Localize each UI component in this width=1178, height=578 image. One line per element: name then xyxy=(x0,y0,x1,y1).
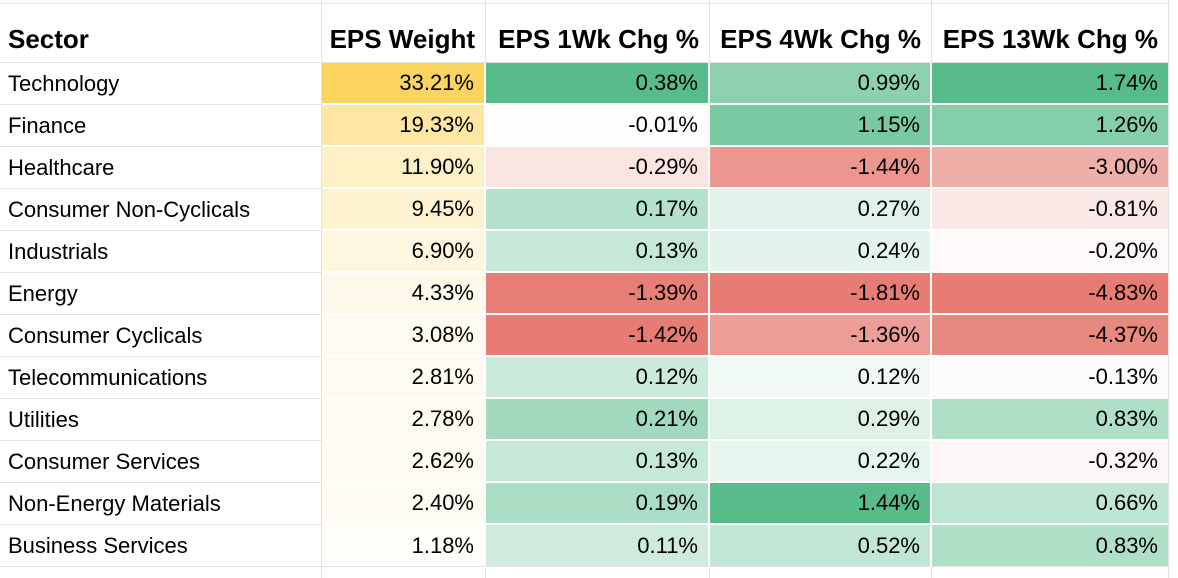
cell-eps-4wk-chg[interactable]: -1.36% xyxy=(710,315,932,357)
grid-sliver-cell xyxy=(486,567,710,578)
grid-sliver-cell xyxy=(0,567,322,578)
cell-eps-4wk-chg[interactable]: 0.24% xyxy=(710,231,932,273)
cell-eps-4wk-chg[interactable]: 1.44% xyxy=(710,483,932,525)
cell-sector[interactable]: Telecommunications xyxy=(0,357,322,399)
cell-eps-weight[interactable]: 33.21% xyxy=(322,63,486,105)
cell-sector[interactable]: Consumer Cyclicals xyxy=(0,315,322,357)
table-body: Technology 33.21% 0.38% 0.99% 1.74% Finance 19… xyxy=(0,63,1178,567)
cell-eps-weight[interactable]: 6.90% xyxy=(322,231,486,273)
grid-sliver-cell xyxy=(710,0,932,4)
cell-eps-1wk-chg[interactable]: -0.01% xyxy=(486,105,710,147)
cell-eps-weight[interactable]: 2.81% xyxy=(322,357,486,399)
cell-eps-13wk-chg[interactable]: -0.32% xyxy=(932,441,1169,483)
cell-eps-weight[interactable]: 11.90% xyxy=(322,147,486,189)
cell-eps-weight[interactable]: 1.18% xyxy=(322,525,486,567)
cell-sector[interactable]: Technology xyxy=(0,63,322,105)
column-header-eps-13wk-chg[interactable]: EPS 13Wk Chg % xyxy=(932,4,1169,63)
cell-eps-1wk-chg[interactable]: 0.13% xyxy=(486,231,710,273)
cell-eps-13wk-chg[interactable]: 1.26% xyxy=(932,105,1169,147)
cell-eps-1wk-chg[interactable]: 0.11% xyxy=(486,525,710,567)
cell-eps-1wk-chg[interactable]: 0.21% xyxy=(486,399,710,441)
cell-eps-weight[interactable]: 2.78% xyxy=(322,399,486,441)
cell-eps-13wk-chg[interactable]: -4.83% xyxy=(932,273,1169,315)
cell-eps-weight[interactable]: 3.08% xyxy=(322,315,486,357)
cell-eps-1wk-chg[interactable]: -1.42% xyxy=(486,315,710,357)
table-row: Utilities 2.78% 0.21% 0.29% 0.83% xyxy=(0,399,1178,441)
cell-eps-13wk-chg[interactable]: -0.20% xyxy=(932,231,1169,273)
table-row: Consumer Non-Cyclicals 9.45% 0.17% 0.27% -0.… xyxy=(0,189,1178,231)
grid-sliver-cell xyxy=(710,567,932,578)
grid-sliver-cell xyxy=(0,0,322,4)
cell-eps-1wk-chg[interactable]: 0.13% xyxy=(486,441,710,483)
top-row-sliver xyxy=(0,0,1178,4)
grid-sliver-cell xyxy=(322,0,486,4)
grid-sliver-cell xyxy=(932,567,1169,578)
cell-sector[interactable]: Business Services xyxy=(0,525,322,567)
cell-eps-weight[interactable]: 2.62% xyxy=(322,441,486,483)
cell-eps-4wk-chg[interactable]: 1.15% xyxy=(710,105,932,147)
table-row: Technology 33.21% 0.38% 0.99% 1.74% xyxy=(0,63,1178,105)
table-row: Business Services 1.18% 0.11% 0.52% 0.83% xyxy=(0,525,1178,567)
cell-eps-13wk-chg[interactable]: 0.83% xyxy=(932,399,1169,441)
cell-sector[interactable]: Non-Energy Materials xyxy=(0,483,322,525)
cell-sector[interactable]: Finance xyxy=(0,105,322,147)
cell-eps-4wk-chg[interactable]: 0.12% xyxy=(710,357,932,399)
cell-eps-13wk-chg[interactable]: 1.74% xyxy=(932,63,1169,105)
cell-eps-weight[interactable]: 2.40% xyxy=(322,483,486,525)
cell-sector[interactable]: Utilities xyxy=(0,399,322,441)
cell-eps-4wk-chg[interactable]: -1.81% xyxy=(710,273,932,315)
grid-sliver-cell xyxy=(322,567,486,578)
cell-eps-4wk-chg[interactable]: 0.99% xyxy=(710,63,932,105)
table-row: Industrials 6.90% 0.13% 0.24% -0.20% xyxy=(0,231,1178,273)
cell-eps-13wk-chg[interactable]: 0.66% xyxy=(932,483,1169,525)
table-row: Telecommunications 2.81% 0.12% 0.12% -0.13% xyxy=(0,357,1178,399)
cell-eps-4wk-chg[interactable]: -1.44% xyxy=(710,147,932,189)
cell-eps-13wk-chg[interactable]: 0.83% xyxy=(932,525,1169,567)
column-header-eps-weight[interactable]: EPS Weight xyxy=(322,4,486,63)
table-row: Consumer Cyclicals 3.08% -1.42% -1.36% -4.37… xyxy=(0,315,1178,357)
cell-eps-4wk-chg[interactable]: 0.52% xyxy=(710,525,932,567)
cell-sector[interactable]: Consumer Services xyxy=(0,441,322,483)
cell-eps-13wk-chg[interactable]: -3.00% xyxy=(932,147,1169,189)
cell-eps-1wk-chg[interactable]: -1.39% xyxy=(486,273,710,315)
bottom-row-sliver xyxy=(0,567,1178,578)
cell-eps-1wk-chg[interactable]: -0.29% xyxy=(486,147,710,189)
cell-eps-1wk-chg[interactable]: 0.19% xyxy=(486,483,710,525)
table-row: Finance 19.33% -0.01% 1.15% 1.26% xyxy=(0,105,1178,147)
cell-eps-13wk-chg[interactable]: -4.37% xyxy=(932,315,1169,357)
cell-eps-weight[interactable]: 9.45% xyxy=(322,189,486,231)
column-header-eps-4wk-chg[interactable]: EPS 4Wk Chg % xyxy=(710,4,932,63)
cell-eps-1wk-chg[interactable]: 0.17% xyxy=(486,189,710,231)
cell-eps-4wk-chg[interactable]: 0.22% xyxy=(710,441,932,483)
table-row: Non-Energy Materials 2.40% 0.19% 1.44% 0.66% xyxy=(0,483,1178,525)
column-header-sector[interactable]: Sector xyxy=(0,4,322,63)
header-row: Sector EPS Weight EPS 1Wk Chg % EPS 4Wk … xyxy=(0,4,1178,63)
cell-eps-13wk-chg[interactable]: -0.13% xyxy=(932,357,1169,399)
cell-eps-weight[interactable]: 19.33% xyxy=(322,105,486,147)
cell-sector[interactable]: Energy xyxy=(0,273,322,315)
cell-sector[interactable]: Industrials xyxy=(0,231,322,273)
cell-eps-4wk-chg[interactable]: 0.27% xyxy=(710,189,932,231)
cell-sector[interactable]: Healthcare xyxy=(0,147,322,189)
cell-eps-13wk-chg[interactable]: -0.81% xyxy=(932,189,1169,231)
table-row: Healthcare 11.90% -0.29% -1.44% -3.00% xyxy=(0,147,1178,189)
table-row: Energy 4.33% -1.39% -1.81% -4.83% xyxy=(0,273,1178,315)
column-header-eps-1wk-chg[interactable]: EPS 1Wk Chg % xyxy=(486,4,710,63)
cell-eps-1wk-chg[interactable]: 0.38% xyxy=(486,63,710,105)
cell-sector[interactable]: Consumer Non-Cyclicals xyxy=(0,189,322,231)
table-row: Consumer Services 2.62% 0.13% 0.22% -0.32% xyxy=(0,441,1178,483)
grid-sliver-cell xyxy=(486,0,710,4)
cell-eps-4wk-chg[interactable]: 0.29% xyxy=(710,399,932,441)
cell-eps-1wk-chg[interactable]: 0.12% xyxy=(486,357,710,399)
cell-eps-weight[interactable]: 4.33% xyxy=(322,273,486,315)
grid-sliver-cell xyxy=(932,0,1169,4)
